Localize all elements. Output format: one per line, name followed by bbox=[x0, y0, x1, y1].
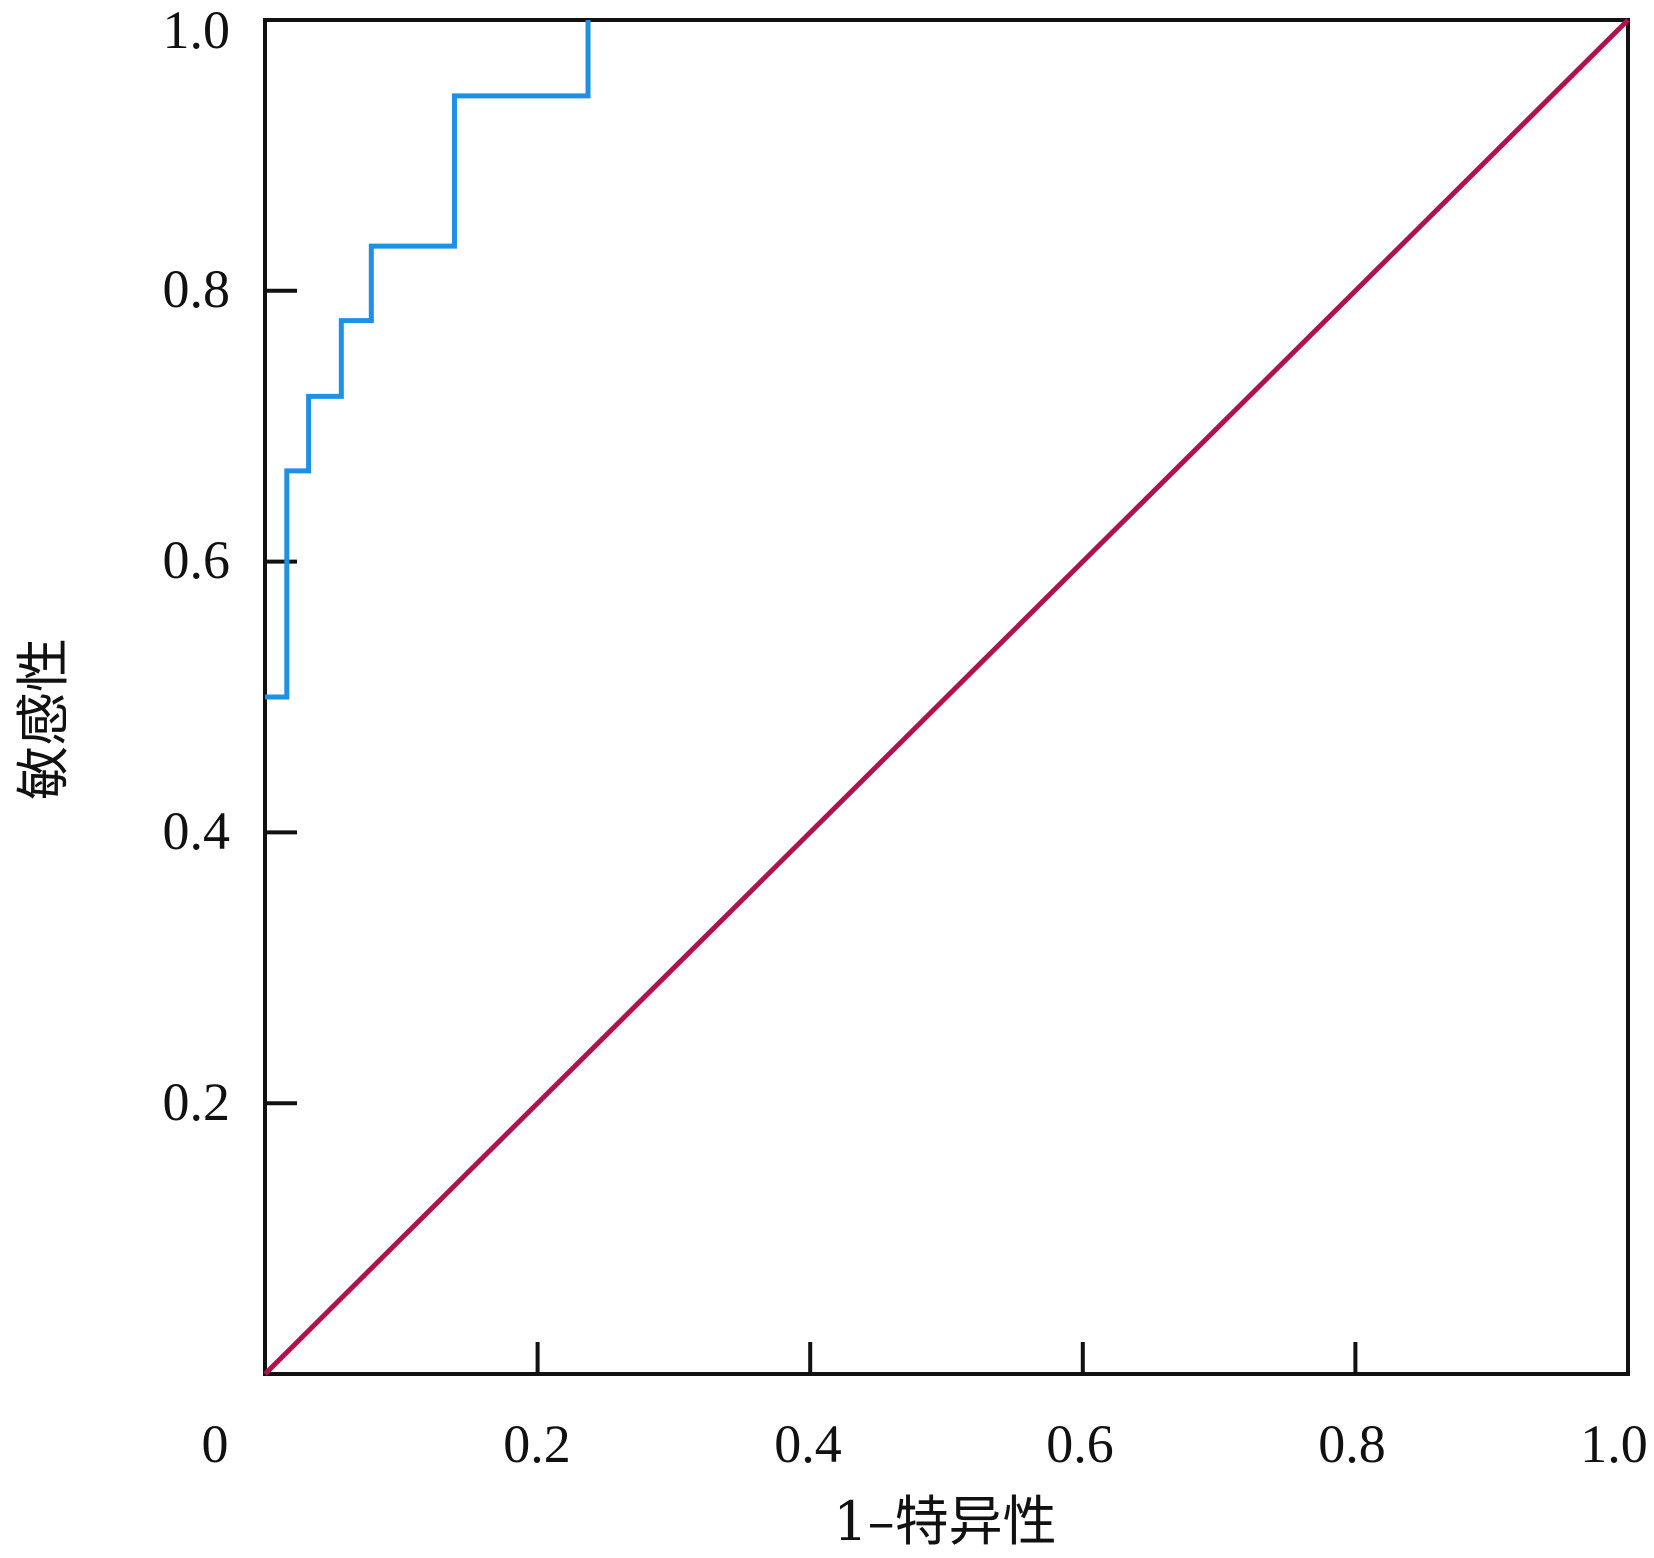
x-tick-label-0-4: 0.4 bbox=[774, 1414, 842, 1474]
x-tick-label-0-8: 0.8 bbox=[1318, 1414, 1386, 1474]
x-tick-label-0-6: 0.6 bbox=[1046, 1414, 1114, 1474]
y-axis-label: 敏感性 bbox=[12, 638, 75, 800]
y-tick-label-1-0: 1.0 bbox=[163, 0, 231, 60]
x-tick-label-0: 0 bbox=[202, 1414, 229, 1474]
x-tick-label-0-2: 0.2 bbox=[503, 1414, 571, 1474]
y-tick-label-0-4: 0.4 bbox=[163, 801, 231, 861]
reference-diagonal-line bbox=[263, 18, 1630, 1376]
y-tick-label-0-2: 0.2 bbox=[163, 1072, 231, 1132]
y-tick-label-0-8: 0.8 bbox=[163, 259, 231, 319]
roc-curve-line bbox=[265, 20, 591, 700]
x-axis-label: 1–特异性 bbox=[833, 1490, 1056, 1553]
x-tick-label-1-0: 1.0 bbox=[1580, 1414, 1648, 1474]
series-layer bbox=[263, 18, 1630, 1376]
y-tick-label-0-6: 0.6 bbox=[163, 530, 231, 590]
axis-ticks bbox=[265, 288, 1358, 1374]
